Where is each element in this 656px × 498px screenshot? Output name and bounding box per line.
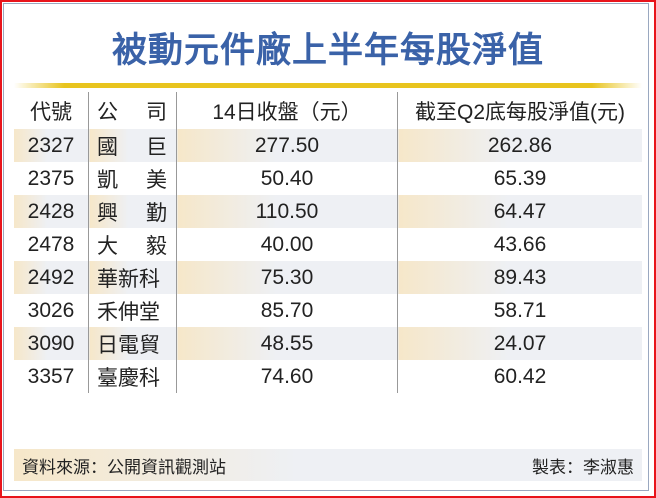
header-close: 14日收盤（元） — [176, 92, 398, 129]
author-note: 製表：李淑惠 — [532, 457, 634, 478]
cell-company: 禾伸堂 — [88, 294, 177, 327]
footer: 資料來源：公開資訊觀測站 製表：李淑惠 — [14, 449, 642, 481]
cell-company: 大毅 — [88, 228, 177, 261]
cell-nav: 60.42 — [397, 360, 642, 393]
cell-code: 2428 — [14, 195, 89, 228]
header-row: 代號 公司 14日收盤（元） 截至Q2底每股淨值(元) — [14, 92, 642, 129]
cell-company: 日電貿 — [88, 327, 177, 360]
table-row: 2375 凱美 50.40 65.39 — [14, 162, 642, 195]
cell-close: 277.50 — [176, 129, 398, 162]
table-row: 3357 臺慶科 74.60 60.42 — [14, 360, 642, 393]
cell-nav: 24.07 — [397, 327, 642, 360]
header-nav: 截至Q2底每股淨值(元) — [397, 92, 642, 129]
cell-code: 2327 — [14, 129, 89, 162]
cell-company: 國巨 — [88, 129, 177, 162]
cell-company: 華新科 — [88, 261, 177, 294]
table-row: 2327 國巨 277.50 262.86 — [14, 129, 642, 162]
cell-code: 2375 — [27, 166, 75, 190]
header-company-char: 公 — [97, 100, 118, 124]
cell-code: 3026 — [27, 298, 75, 322]
cell-close: 48.55 — [176, 327, 398, 360]
table-row: 3026 禾伸堂 85.70 58.71 — [14, 294, 642, 327]
cell-code: 2492 — [14, 261, 89, 294]
table-row: 2428 興勤 110.50 64.47 — [14, 195, 642, 228]
cell-close: 40.00 — [176, 228, 398, 261]
title-divider — [14, 83, 642, 88]
cell-code: 3357 — [27, 364, 75, 388]
header-company-char: 司 — [146, 100, 167, 124]
header-code: 代號 — [30, 100, 72, 124]
inner-border — [3, 3, 649, 491]
source-note: 資料來源：公開資訊觀測站 — [22, 457, 226, 478]
page-title: 被動元件廠上半年每股淨值 — [111, 31, 544, 71]
cell-close: 50.40 — [176, 162, 398, 195]
cell-code: 3090 — [14, 327, 89, 360]
cell-nav: 65.39 — [397, 162, 642, 195]
cell-close: 74.60 — [176, 360, 398, 393]
cell-company: 凱美 — [88, 162, 177, 195]
cell-company: 興勤 — [88, 195, 177, 228]
cell-nav: 58.71 — [397, 294, 642, 327]
table-row: 3090 日電貿 48.55 24.07 — [14, 327, 642, 360]
cell-nav: 43.66 — [397, 228, 642, 261]
cell-close: 75.30 — [176, 261, 398, 294]
cell-code: 2478 — [27, 232, 75, 256]
table-row: 2492 華新科 75.30 89.43 — [14, 261, 642, 294]
cell-nav: 262.86 — [397, 129, 642, 162]
table-row: 2478 大毅 40.00 43.66 — [14, 228, 642, 261]
cell-company: 臺慶科 — [88, 360, 177, 393]
cell-nav: 89.43 — [397, 261, 642, 294]
header-company: 公司 — [88, 92, 177, 129]
cell-close: 85.70 — [176, 294, 398, 327]
cell-nav: 64.47 — [397, 195, 642, 228]
data-table: 代號 公司 14日收盤（元） 截至Q2底每股淨值(元) 2327 國巨 277.50… — [14, 92, 642, 393]
cell-close: 110.50 — [176, 195, 398, 228]
